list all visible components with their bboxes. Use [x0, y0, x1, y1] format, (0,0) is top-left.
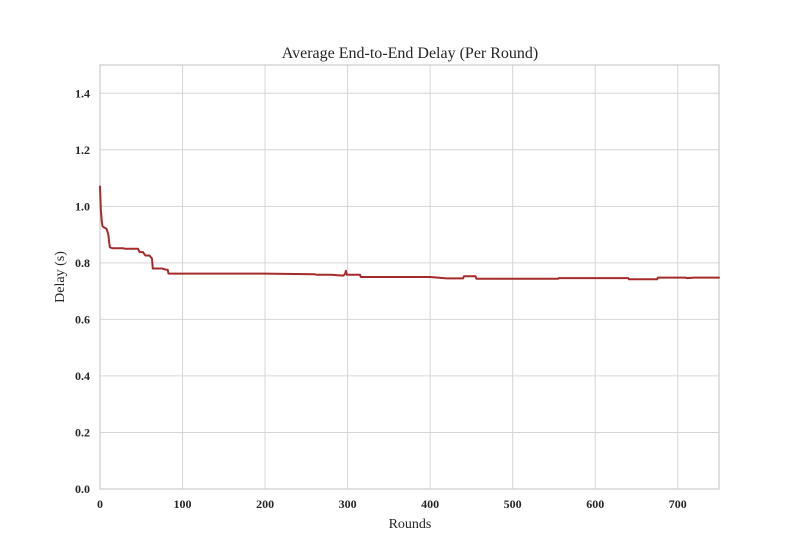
- x-tick-label: 400: [421, 497, 439, 511]
- y-tick-label: 0.8: [75, 256, 90, 270]
- series-line-0: [99, 185, 720, 281]
- y-axis-ticks: 0.0 0.2 0.4 0.6 0.8 1.0 1.2 1.4: [75, 86, 90, 496]
- x-tick-label: 600: [586, 497, 604, 511]
- y-tick-label: 0.0: [75, 482, 90, 496]
- chart-title: Average End-to-End Delay (Per Round): [282, 45, 539, 62]
- y-axis-label: Delay (s): [53, 251, 68, 303]
- x-tick-label: 200: [256, 497, 274, 511]
- x-axis-label: Rounds: [389, 517, 432, 532]
- y-tick-label: 0.6: [75, 312, 90, 326]
- series-group: [99, 185, 720, 281]
- x-tick-label: 700: [669, 497, 687, 511]
- y-tick-label: 1.2: [75, 143, 90, 157]
- x-tick-label: 500: [504, 497, 522, 511]
- y-tick-label: 0.4: [75, 369, 90, 383]
- x-tick-label: 0: [97, 497, 103, 511]
- x-tick-label: 100: [174, 497, 192, 511]
- y-tick-label: 0.2: [75, 425, 90, 439]
- y-tick-label: 1.0: [75, 199, 90, 213]
- x-axis-ticks: 0 100 200 300 400 500 600 700: [97, 497, 687, 511]
- x-tick-label: 300: [339, 497, 357, 511]
- y-tick-label: 1.4: [75, 86, 90, 100]
